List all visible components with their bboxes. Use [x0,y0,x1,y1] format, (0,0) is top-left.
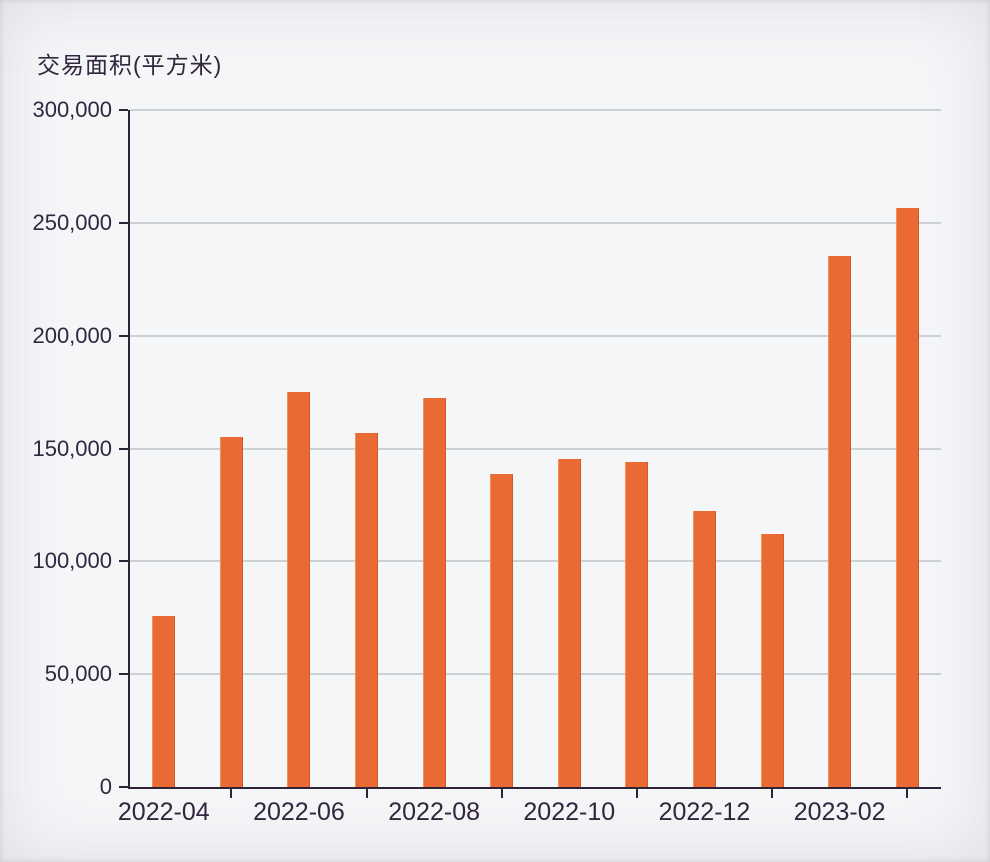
gridline-250000 [130,221,941,224]
gridline-200000 [130,334,941,337]
y-axis-line [128,110,130,789]
bar-2023-03[interactable] [895,208,919,787]
y-axis-label-200000: 200,000 [32,322,112,348]
y-axis-label-50000: 50,000 [44,661,112,687]
y-tick-200000 [119,334,128,337]
y-tick-50000 [119,673,128,676]
x-axis-line [128,787,941,789]
x-tick-2022-07 [365,789,368,798]
x-tick-2022-05 [230,789,233,798]
bar-2022-12[interactable] [692,510,716,787]
bar-2022-05[interactable] [219,437,243,787]
y-tick-100000 [119,560,128,563]
x-axis-label-2023-02: 2023-02 [793,798,886,826]
y-axis-label-300000: 300,000 [32,97,112,122]
y-axis-label-0: 0 [99,774,112,799]
y-tick-300000 [119,109,128,111]
x-tick-2023-01 [771,789,774,798]
gridline-150000 [130,447,941,450]
gridline-100000 [130,560,941,563]
x-tick-2022-11 [635,789,638,798]
bar-2022-07[interactable] [355,432,379,787]
x-axis-label-2022-06: 2022-06 [253,798,345,826]
bar-2022-04[interactable] [152,615,176,787]
y-axis-label-250000: 250,000 [32,209,112,235]
x-axis-label-2022-08: 2022-08 [388,798,480,826]
y-tick-150000 [119,447,128,450]
x-tick-2022-09 [500,789,503,798]
gridline-50000 [130,673,941,676]
y-axis-label-100000: 100,000 [32,548,112,574]
bar-2022-06[interactable] [287,392,311,787]
x-axis-label-2022-12: 2022-12 [658,798,751,826]
y-tick-0 [119,786,128,788]
bar-2022-11[interactable] [625,462,649,787]
bar-2022-10[interactable] [557,458,581,787]
plot-area [119,109,941,798]
gridline-300000 [130,109,941,111]
chart-title: 交易面积(平方米) [37,52,223,78]
x-tick-2023-03 [906,789,909,798]
bar-2022-09[interactable] [490,474,514,787]
bar-2023-01[interactable] [760,534,784,787]
x-axis-label-2022-04: 2022-04 [117,798,210,826]
bar-2022-08[interactable] [422,397,446,787]
y-tick-250000 [119,221,128,224]
y-axis-label-150000: 150,000 [32,435,112,461]
x-axis-label-2022-10: 2022-10 [523,798,616,826]
bar-2023-02[interactable] [828,255,852,787]
